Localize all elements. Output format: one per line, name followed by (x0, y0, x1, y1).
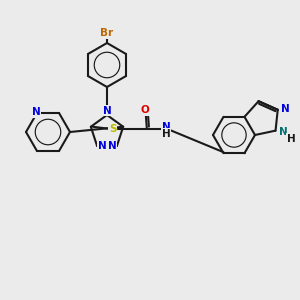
Text: N: N (32, 107, 40, 117)
Text: N: N (162, 122, 171, 132)
Text: H: H (286, 134, 295, 144)
Text: N: N (281, 104, 290, 114)
Text: Br: Br (100, 28, 114, 38)
Text: N: N (103, 106, 111, 116)
Text: N: N (278, 127, 287, 136)
Text: O: O (140, 105, 149, 115)
Text: N: N (108, 141, 116, 151)
Text: S: S (109, 124, 117, 134)
Text: N: N (98, 141, 106, 151)
Text: H: H (162, 129, 171, 139)
